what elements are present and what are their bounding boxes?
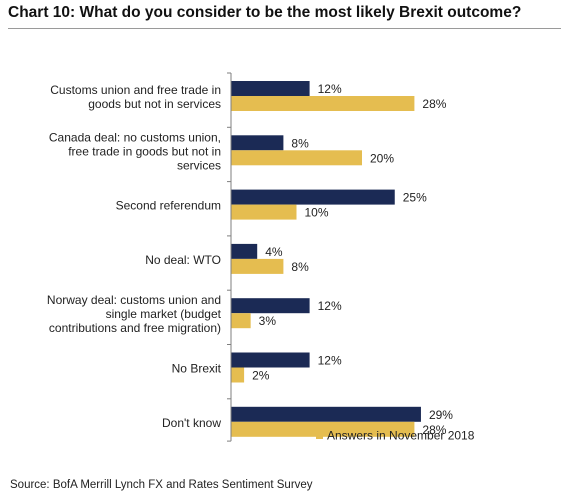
bar [231, 135, 284, 151]
data-label: 28% [422, 97, 446, 111]
bar [231, 150, 362, 166]
data-label: 4% [265, 245, 283, 259]
data-label: 28% [422, 423, 446, 437]
data-label: 12% [318, 354, 342, 368]
category-label: No deal: WTO [145, 253, 221, 267]
data-label: 20% [370, 151, 394, 165]
bar [231, 367, 245, 383]
category-label: Norway deal: customs union and [47, 293, 221, 307]
category-label: single market (budget [106, 307, 222, 321]
bar [231, 352, 310, 368]
source-note: Source: BofA Merrill Lynch FX and Rates … [10, 479, 313, 491]
data-label: 10% [305, 206, 329, 220]
category-label: No Brexit [172, 362, 222, 376]
data-label: 12% [318, 82, 342, 96]
category-label: goods but not in services [88, 97, 221, 111]
bar [231, 81, 310, 96]
bar [231, 406, 421, 422]
category-label: Canada deal: no customs union, [49, 130, 221, 144]
data-label: 8% [291, 136, 309, 150]
data-label: 12% [318, 299, 342, 313]
bar [231, 421, 415, 437]
category-label: Second referendum [116, 199, 221, 213]
bar [231, 96, 415, 111]
data-label: 25% [403, 191, 427, 205]
bar [231, 313, 251, 329]
legend-label: Answers in November 2018 [327, 429, 475, 443]
bar [231, 243, 258, 259]
data-label: 29% [429, 408, 453, 422]
bar [231, 189, 395, 205]
chart-title: Chart 10: What do you consider to be the… [8, 4, 522, 21]
category-label: services [177, 158, 221, 172]
bar [231, 258, 284, 274]
data-label: 8% [291, 260, 309, 274]
category-label: free trade in goods but not in [68, 144, 221, 158]
category-label: contributions and free migration) [49, 321, 221, 335]
bar [231, 204, 297, 220]
category-label: Customs union and free trade in [50, 83, 221, 97]
data-label: 3% [259, 314, 277, 328]
title-divider [8, 28, 561, 29]
legend-swatch [316, 432, 323, 439]
category-label: Don't know [162, 416, 221, 430]
bar-chart: 12% 28% Customs union and free trade ingoo… [47, 72, 475, 443]
data-label: 2% [252, 369, 270, 383]
bar [231, 298, 310, 314]
